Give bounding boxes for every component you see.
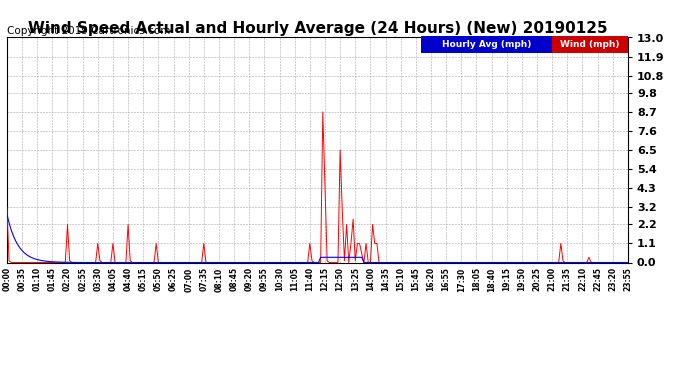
Text: Wind (mph): Wind (mph) <box>560 40 620 49</box>
Text: Hourly Avg (mph): Hourly Avg (mph) <box>442 40 531 49</box>
Title: Wind Speed Actual and Hourly Average (24 Hours) (New) 20190125: Wind Speed Actual and Hourly Average (24… <box>28 21 607 36</box>
Text: Copyright 2019 Cartronics.com: Copyright 2019 Cartronics.com <box>7 26 170 36</box>
